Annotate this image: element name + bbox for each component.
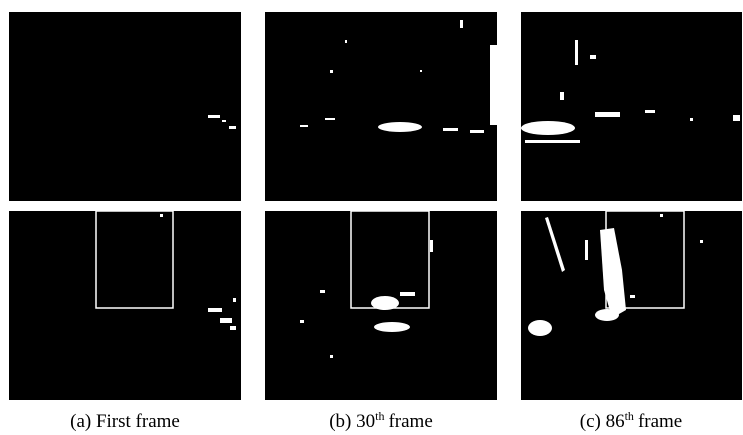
- pixel-blob: [325, 118, 335, 120]
- pixel-blob: [229, 126, 236, 129]
- pixel-blob: [460, 20, 463, 28]
- caption: (a) First frame: [70, 411, 180, 432]
- pixel-blob: [374, 322, 410, 332]
- pixel-blob: [233, 298, 236, 302]
- pixel-blob: [430, 240, 433, 252]
- frame-panel: [521, 12, 742, 201]
- caption-text: (c) 86: [580, 411, 625, 432]
- caption-suffix: frame: [638, 411, 682, 432]
- pixel-blob: [400, 292, 415, 296]
- pixel-blob: [595, 309, 619, 321]
- pixel-blob: [160, 214, 163, 217]
- caption-text: (b) 30: [329, 411, 375, 432]
- pixel-blob: [330, 355, 333, 358]
- pixel-blob: [690, 118, 693, 121]
- pixel-blob: [645, 110, 655, 113]
- pixel-blob: [443, 128, 458, 131]
- caption-text: (a) First frame: [70, 411, 180, 432]
- pixel-blob: [220, 318, 232, 323]
- frame-panel: [9, 12, 241, 201]
- pixel-blob: [470, 130, 484, 133]
- pixel-blob: [490, 45, 497, 125]
- caption-superscript: th: [375, 409, 384, 423]
- pixel-blob: [630, 295, 635, 298]
- pixel-blob: [300, 125, 308, 127]
- pixel-blob: [230, 326, 236, 330]
- pixel-blob: [300, 320, 304, 323]
- pixel-blob: [585, 240, 588, 260]
- figure: (a) First frame (b) 30thframe (c) 86thfr…: [0, 0, 743, 435]
- pixel-blob: [378, 122, 422, 132]
- pixel-blob: [733, 115, 740, 121]
- pixel-blob: [660, 214, 663, 217]
- pixel-blob: [208, 308, 222, 312]
- pixel-blob: [420, 70, 422, 72]
- pixel-blob: [525, 140, 580, 143]
- caption-superscript: th: [625, 409, 634, 423]
- frame-panel: [265, 12, 497, 201]
- frame-panel: [9, 211, 241, 400]
- pixel-blob: [590, 55, 596, 59]
- pixel-blob: [208, 115, 220, 118]
- pixel-blob: [575, 40, 578, 65]
- caption-suffix: frame: [388, 411, 432, 432]
- pixel-blob: [528, 320, 552, 336]
- pixel-blob: [560, 92, 564, 100]
- pixel-blob: [595, 112, 620, 117]
- pixel-blob: [222, 120, 226, 122]
- pixel-blob: [320, 290, 325, 293]
- pixel-blob: [330, 70, 333, 73]
- pixel-blob: [345, 40, 347, 43]
- pixel-blob: [521, 121, 575, 135]
- panels: [9, 12, 742, 400]
- pixel-blob: [700, 240, 703, 243]
